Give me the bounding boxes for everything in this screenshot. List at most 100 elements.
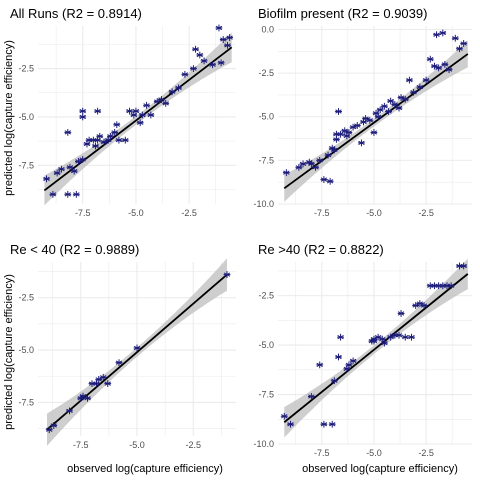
y-axis-label-top: predicted log(capture efficiency) bbox=[3, 40, 15, 196]
x-tick-label: -5.0 bbox=[366, 448, 382, 458]
x-tick-label: -2.5 bbox=[185, 440, 201, 450]
data-point bbox=[96, 132, 104, 140]
data-point bbox=[50, 422, 58, 429]
y-tick-label: -5.0 bbox=[258, 112, 274, 122]
data-point bbox=[426, 55, 434, 63]
y-axis-label-bottom: predicted log(capture efficiency) bbox=[3, 274, 15, 430]
data-point bbox=[158, 96, 165, 103]
data-point bbox=[181, 70, 189, 78]
fit-line bbox=[43, 46, 233, 192]
panel-title: All Runs (R2 = 0.8914) bbox=[10, 6, 142, 21]
data-point bbox=[153, 98, 161, 105]
data-point bbox=[337, 333, 344, 341]
data-point bbox=[445, 66, 453, 74]
y-tick-label: -2.5 bbox=[18, 293, 34, 303]
data-point bbox=[330, 146, 338, 154]
data-point bbox=[282, 169, 290, 176]
data-point bbox=[387, 97, 395, 105]
x-tick-label: -7.5 bbox=[314, 208, 330, 218]
fit-line bbox=[283, 273, 469, 423]
data-point bbox=[132, 107, 140, 115]
data-point bbox=[320, 176, 328, 183]
data-point bbox=[115, 136, 123, 144]
data-point bbox=[79, 113, 87, 121]
data-point bbox=[380, 102, 388, 110]
y-tick-label: -2.5 bbox=[258, 291, 274, 301]
data-point bbox=[312, 163, 319, 171]
panel-biofilm-present: -7.5 -5.0 -2.5 -10.0 -7.5 -5.0 -2.5 0.0 Biofilm … bbox=[253, 6, 472, 218]
y-tick-label: -5.0 bbox=[18, 112, 34, 122]
data-point bbox=[143, 101, 150, 109]
data-point bbox=[395, 331, 403, 339]
x-tick-label: -7.5 bbox=[73, 440, 89, 450]
y-tick-label: -7.5 bbox=[258, 155, 274, 165]
data-point bbox=[326, 177, 334, 185]
data-point bbox=[223, 271, 231, 278]
data-point bbox=[410, 88, 417, 96]
data-point bbox=[416, 83, 424, 91]
data-point bbox=[316, 361, 324, 369]
data-point bbox=[397, 310, 405, 317]
data-point bbox=[385, 108, 392, 115]
data-point bbox=[84, 394, 91, 402]
x-tick-label: -2.5 bbox=[418, 208, 434, 218]
data-point bbox=[280, 412, 288, 420]
data-point bbox=[295, 163, 303, 171]
y-tick-label: 0.0 bbox=[261, 24, 274, 34]
data-point bbox=[316, 156, 324, 164]
data-point bbox=[200, 57, 208, 65]
data-point bbox=[209, 61, 216, 69]
data-point bbox=[299, 160, 307, 168]
x-tick-label: -5.0 bbox=[128, 208, 144, 218]
y-tick-label: -5.0 bbox=[18, 345, 34, 355]
data-point bbox=[349, 357, 357, 365]
data-point bbox=[353, 122, 361, 129]
data-point bbox=[460, 40, 468, 47]
data-point bbox=[58, 165, 65, 173]
x-axis-label-right: observed log(capture efficiency) bbox=[302, 463, 458, 475]
data-point bbox=[219, 36, 227, 43]
data-point bbox=[138, 111, 146, 119]
data-point bbox=[147, 111, 155, 119]
panel-title: Re < 40 (R2 = 0.9889) bbox=[10, 242, 139, 257]
data-point bbox=[175, 84, 182, 92]
data-point bbox=[106, 132, 114, 140]
data-point bbox=[349, 123, 357, 131]
data-point bbox=[113, 121, 121, 129]
data-point bbox=[380, 339, 388, 347]
data-point bbox=[451, 34, 459, 42]
data-point bbox=[66, 163, 74, 171]
y-tick-label: -10.0 bbox=[253, 439, 274, 449]
data-point bbox=[460, 262, 468, 270]
fit-line bbox=[46, 273, 228, 431]
y-tick-label: -7.5 bbox=[18, 397, 34, 407]
data-point bbox=[79, 107, 87, 115]
data-point bbox=[111, 129, 119, 136]
data-point bbox=[66, 407, 73, 415]
data-point bbox=[406, 76, 413, 84]
data-point bbox=[196, 51, 204, 59]
data-point bbox=[358, 139, 365, 147]
data-point bbox=[92, 142, 99, 150]
data-point bbox=[360, 118, 367, 126]
data-point bbox=[330, 377, 338, 385]
panel-all-runs: -7.5 -5.0 -2.5 -7.5 -5.0 -2.5 All Runs (R2 = 0… bbox=[10, 6, 236, 218]
data-point bbox=[100, 138, 108, 146]
data-point bbox=[401, 95, 409, 103]
data-point bbox=[397, 94, 405, 101]
y-tick-label: -2.5 bbox=[18, 64, 34, 74]
data-point bbox=[341, 127, 349, 135]
data-point bbox=[366, 116, 374, 124]
data-point bbox=[431, 62, 438, 70]
data-point bbox=[226, 34, 234, 42]
data-point bbox=[307, 393, 315, 400]
data-point bbox=[328, 420, 336, 428]
data-point bbox=[435, 64, 443, 72]
data-point bbox=[422, 76, 430, 84]
data-point bbox=[126, 107, 133, 115]
data-point bbox=[168, 88, 176, 96]
data-point bbox=[287, 420, 294, 428]
data-point bbox=[343, 365, 351, 373]
data-point bbox=[401, 333, 409, 341]
panel-re-below-40: -7.5 -5.0 -2.5 -7.5 -5.0 -2.5 Re < 40 (R2 = 0.… bbox=[10, 242, 236, 450]
